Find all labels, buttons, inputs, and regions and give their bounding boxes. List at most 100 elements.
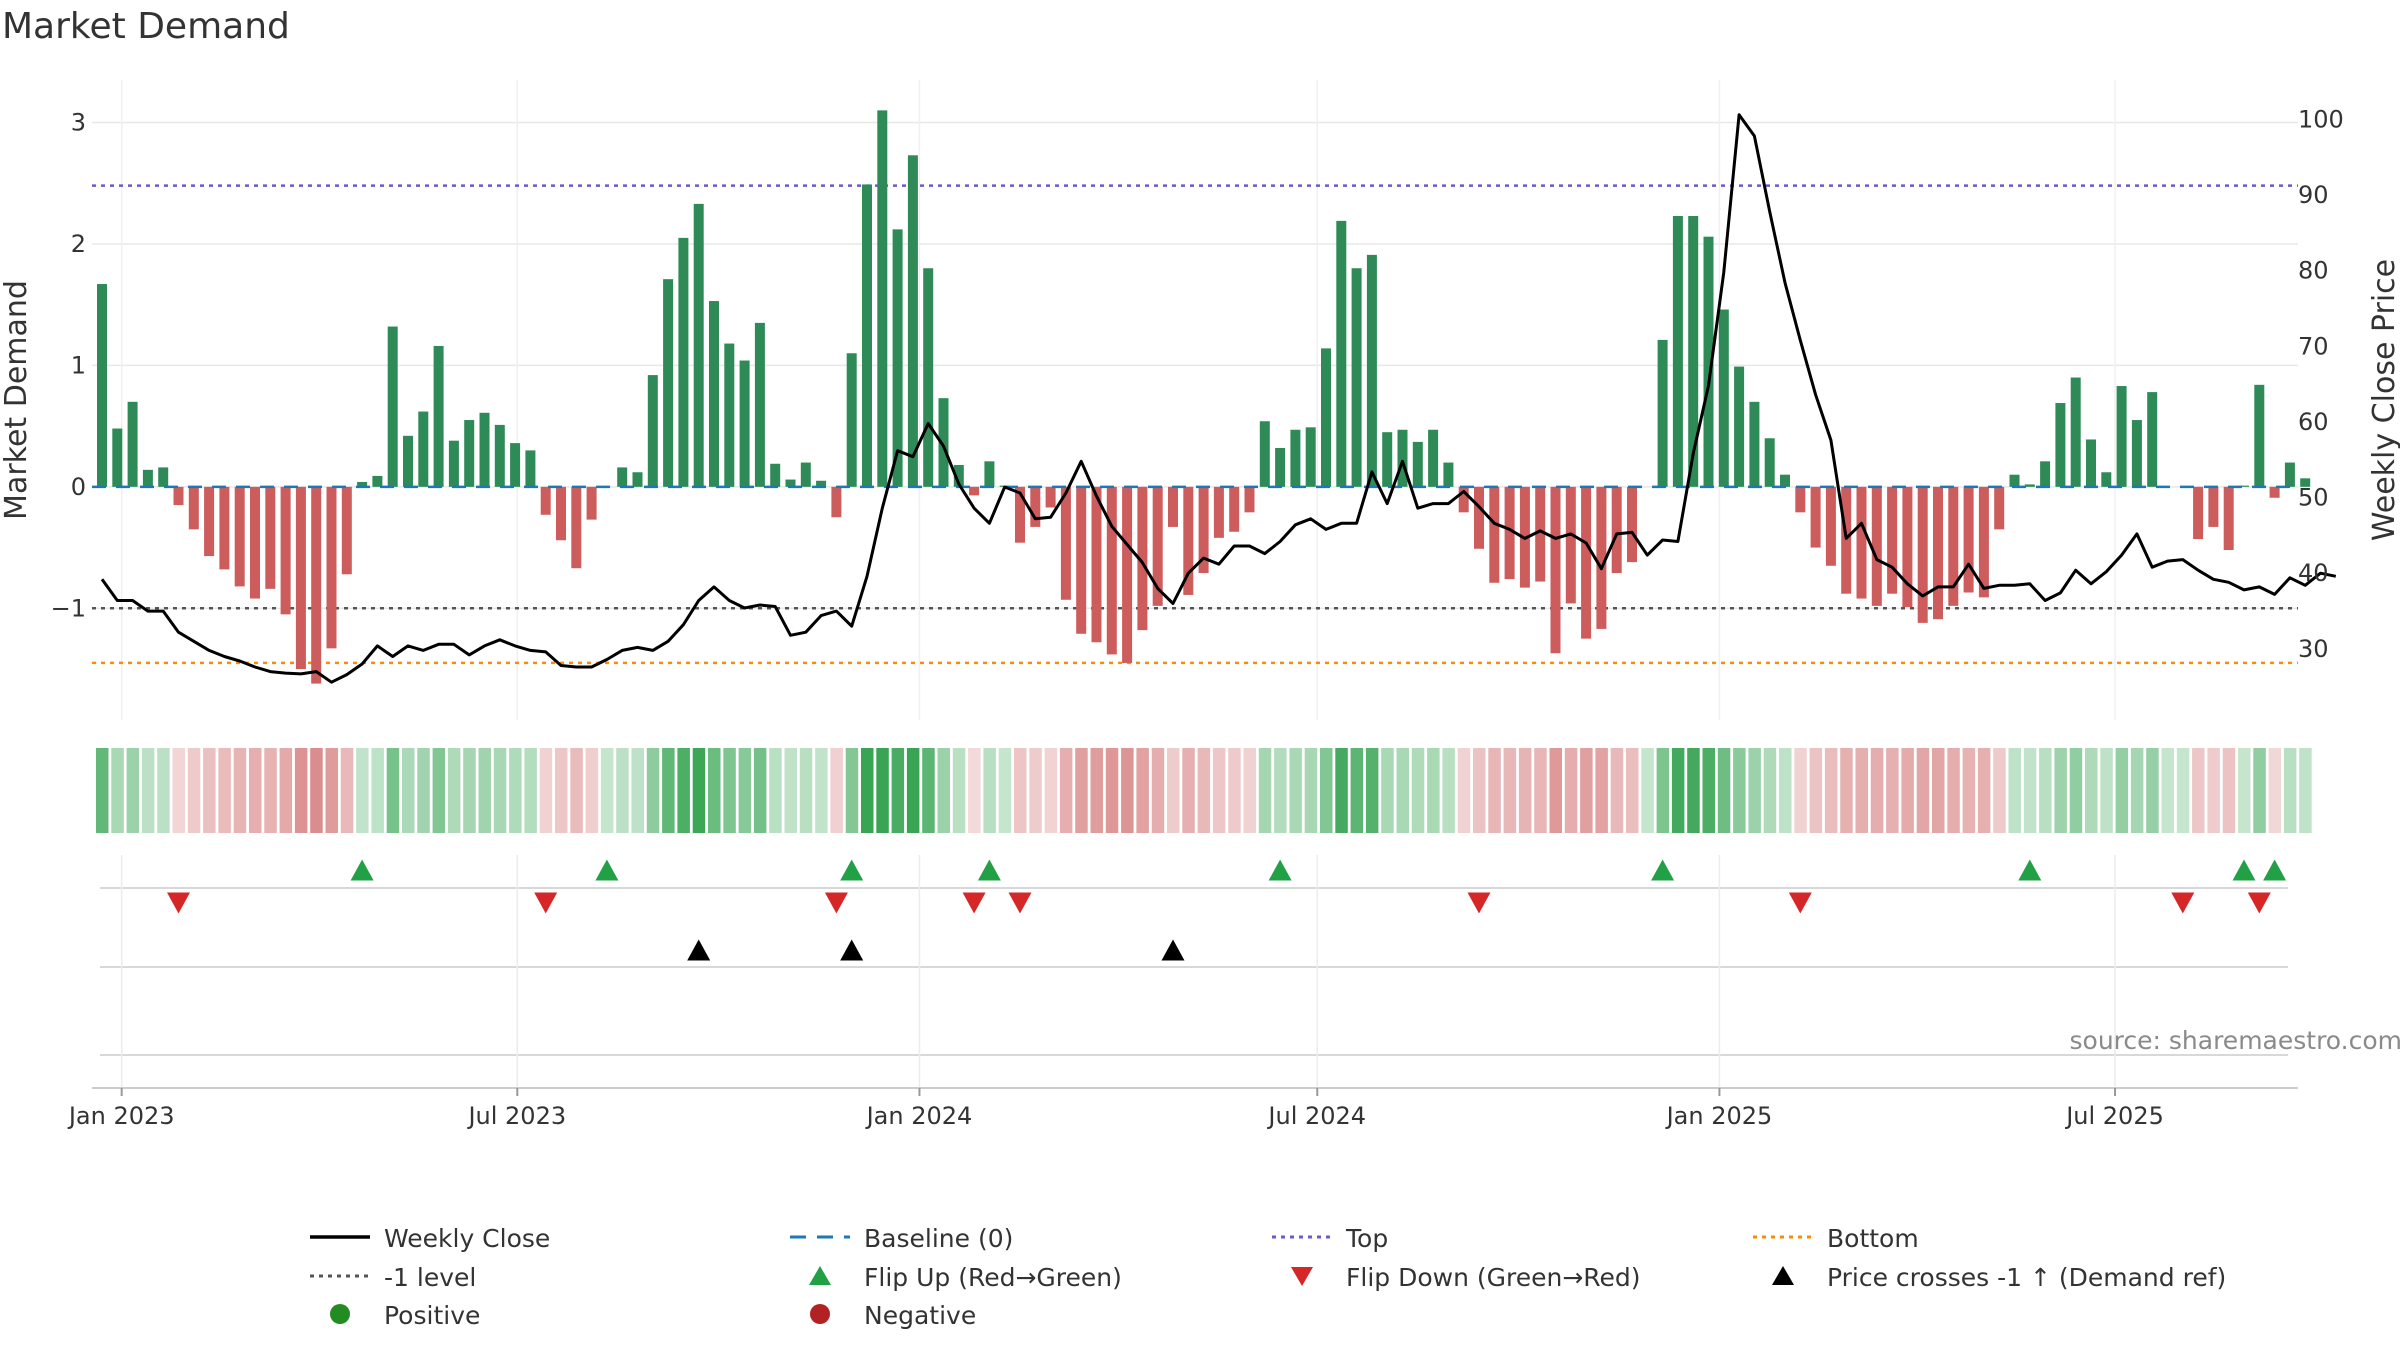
heat-cell <box>1671 748 1685 833</box>
price-cross-marker <box>840 939 864 961</box>
heat-cell <box>753 748 767 833</box>
price-cross-marker <box>1161 939 1185 961</box>
flip-up-marker <box>1268 859 1292 881</box>
heat-cell <box>1090 748 1103 833</box>
demand-bar <box>571 486 582 569</box>
demand-bar <box>724 343 735 487</box>
heat-cell <box>172 748 185 833</box>
legend-label: Price crosses -1 ↑ (Demand ref) <box>1827 1263 2226 1292</box>
heat-cell <box>2161 748 2174 833</box>
heat-cell <box>1335 748 1348 833</box>
right-tick-label: 90 <box>2298 181 2329 209</box>
heat-cell <box>830 748 843 833</box>
demand-bar <box>1489 486 1500 583</box>
heat-cell <box>1610 748 1624 833</box>
heat-cell <box>2146 748 2159 833</box>
heat-cell <box>1059 748 1073 833</box>
demand-bar <box>265 486 276 589</box>
demand-bar <box>1474 486 1484 549</box>
heat-cell <box>1381 748 1394 833</box>
heat-cell <box>1044 748 1058 833</box>
heat-cell <box>1320 748 1333 833</box>
demand-bar <box>816 480 827 487</box>
heat-cell <box>1702 748 1715 833</box>
demand-bar <box>1780 474 1790 487</box>
demand-bar <box>1091 486 1102 643</box>
demand-bar <box>1336 220 1347 487</box>
heat-cell <box>1534 748 1547 833</box>
heat-cell <box>876 748 889 833</box>
demand-bar <box>1259 421 1270 487</box>
heat-cell <box>570 748 583 833</box>
heat-cell <box>493 748 507 833</box>
heat-cell <box>187 748 201 833</box>
heat-cell <box>1075 748 1088 833</box>
heat-cell <box>555 748 568 833</box>
demand-bar <box>2208 486 2219 527</box>
demand-bar <box>1015 486 1025 543</box>
heat-cell <box>2222 748 2236 833</box>
heat-cell <box>937 748 950 833</box>
heat-cell <box>111 748 124 833</box>
heat-cell <box>1136 748 1149 833</box>
flip-down-marker <box>824 892 848 914</box>
heat-cell <box>157 748 170 833</box>
demand-bar <box>831 486 842 518</box>
heat-cell <box>463 748 476 833</box>
demand-bar <box>754 322 765 487</box>
demand-bar <box>2239 485 2249 487</box>
heat-cell <box>2069 748 2083 833</box>
left-tick-label: 1 <box>71 351 86 379</box>
demand-bar <box>770 463 781 487</box>
flip-up-marker <box>595 859 619 881</box>
demand-bar <box>1183 486 1194 595</box>
demand-bar <box>953 464 964 487</box>
demand-bar <box>2009 474 2020 487</box>
x-tick-label: Jul 2024 <box>1266 1102 1366 1130</box>
heat-cell <box>891 748 905 833</box>
demand-bar <box>112 428 123 487</box>
flip-down-marker <box>534 892 558 914</box>
demand-bar <box>877 110 888 487</box>
demand-bar <box>1275 447 1286 487</box>
demand-bar <box>540 486 551 515</box>
signal-markers <box>100 855 2288 1088</box>
heat-cell <box>1212 748 1226 833</box>
legend-item: Weekly Close <box>310 1224 550 1253</box>
demand-bar <box>984 461 995 487</box>
heat-cell <box>952 748 966 833</box>
heat-cell <box>585 748 599 833</box>
demand-bar <box>1397 429 1408 487</box>
heat-cell <box>1580 748 1593 833</box>
demand-bar <box>1887 486 1898 594</box>
demand-bar <box>862 184 872 487</box>
demand-bar <box>1917 486 1928 623</box>
demand-bar <box>1550 486 1561 654</box>
heat-cell <box>1197 748 1211 833</box>
legend-item: Flip Down (Green→Red) <box>1291 1263 1641 1292</box>
demand-bar <box>2116 386 2127 487</box>
demand-bar <box>1321 348 1331 487</box>
heat-cell <box>1411 748 1425 833</box>
heat-cell <box>1518 748 1532 833</box>
demand-bar <box>2070 377 2081 487</box>
demand-bar <box>2254 384 2265 487</box>
legend-label: Positive <box>384 1301 480 1330</box>
flip-up-marker <box>2018 859 2042 881</box>
demand-bar <box>907 155 918 487</box>
demand-bar <box>387 326 398 487</box>
demand-bar <box>2147 392 2158 487</box>
demand-bar <box>1611 486 1622 574</box>
demand-bar <box>1152 486 1163 606</box>
demand-bar <box>800 462 811 487</box>
demand-bar <box>326 486 337 649</box>
heat-cell <box>662 748 675 833</box>
demand-bar <box>1504 486 1515 580</box>
heat-cell <box>141 748 155 833</box>
heat-cell <box>2253 748 2266 833</box>
demand-bar <box>1734 366 1745 487</box>
flip-down-marker <box>962 892 986 914</box>
demand-bar <box>1351 268 1362 487</box>
x-tick-label: Jan 2023 <box>67 1102 175 1130</box>
demand-bar <box>923 268 934 487</box>
